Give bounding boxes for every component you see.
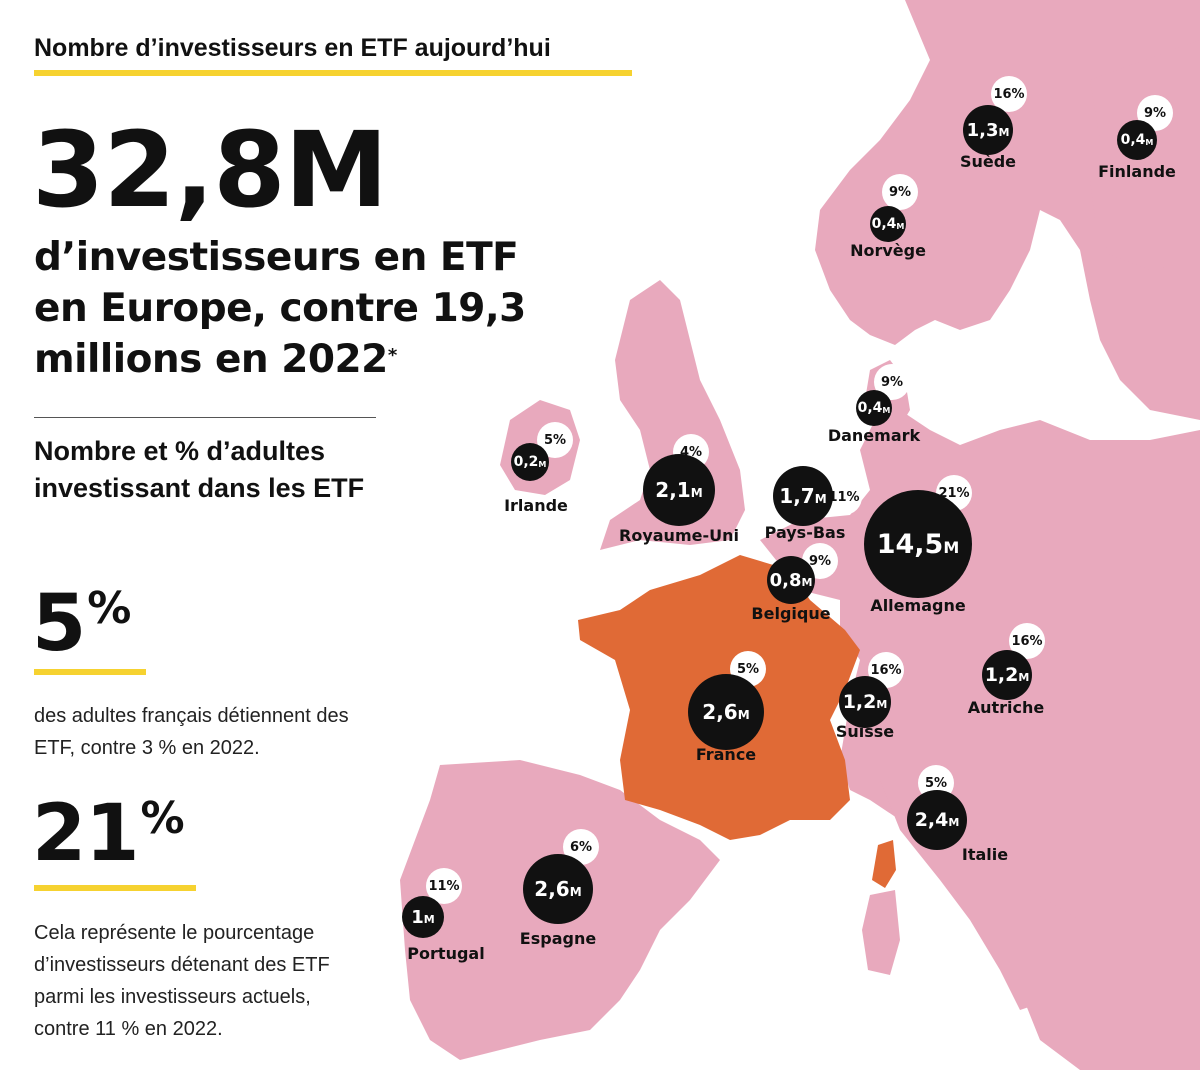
- investor-count: 2,1: [655, 478, 691, 502]
- map-sardinia: [862, 890, 900, 975]
- map-corsica: [872, 840, 896, 888]
- investor-bubble-norvege: 0,4 M: [870, 206, 906, 242]
- stat-france-number: 5: [32, 579, 86, 669]
- investor-count: 0,2: [513, 454, 539, 470]
- investor-unit: M: [690, 485, 703, 500]
- investor-unit: M: [943, 538, 960, 557]
- investor-bubble-italie: 2,4 M: [907, 790, 967, 850]
- investor-unit: M: [882, 405, 891, 415]
- header-title: Nombre d’investisseurs en ETF aujourd’hu…: [34, 34, 551, 62]
- investor-count: 0,8: [769, 569, 802, 591]
- share-badge-norvege: 9%: [882, 174, 918, 210]
- investor-unit: M: [423, 913, 435, 926]
- country-label-portugal: Portugal: [407, 944, 485, 963]
- country-label-allemagne: Allemagne: [870, 596, 966, 615]
- investor-count: 2,6: [702, 700, 738, 724]
- investor-unit: M: [737, 707, 750, 722]
- investor-bubble-pays-bas: 1,7 M: [773, 466, 833, 526]
- investor-unit: M: [1018, 671, 1030, 684]
- investor-unit: M: [569, 884, 582, 899]
- investor-count: 1,3: [966, 119, 999, 141]
- investor-bubble-suede: 1,3 M: [963, 105, 1013, 155]
- stat-europe-underline: [34, 885, 196, 891]
- investor-unit: M: [876, 698, 888, 711]
- investor-unit: M: [801, 576, 813, 589]
- stat-europe-number: 21: [32, 789, 140, 879]
- investor-bubble-france: 2,6 M: [688, 674, 764, 750]
- investor-bubble-belgique: 0,8 M: [767, 556, 815, 604]
- investor-count: 1,7: [779, 484, 815, 508]
- headline-subtitle-text: d’investisseurs en ETF en Europe, contre…: [34, 235, 526, 382]
- investor-bubble-allemagne: 14,5 M: [864, 490, 972, 598]
- country-label-irlande: Irlande: [504, 496, 568, 515]
- share-badge-irlande: 5%: [537, 422, 573, 458]
- investor-bubble-suisse: 1,2 M: [839, 676, 891, 728]
- investor-unit: M: [814, 491, 827, 506]
- stat-france-text: des adultes français détiennent des ETF,…: [34, 705, 349, 759]
- country-label-suisse: Suisse: [835, 722, 895, 741]
- header-underline: [34, 70, 632, 76]
- share-badge-suede: 16%: [991, 76, 1027, 112]
- headline-value: 32,8M: [32, 109, 388, 231]
- investor-bubble-royaume-uni: 2,1 M: [643, 454, 715, 526]
- investor-count: 2,6: [534, 877, 570, 901]
- investor-bubble-autriche: 1,2 M: [982, 650, 1032, 700]
- investor-count: 14,5: [876, 528, 944, 560]
- country-label-belgique: Belgique: [751, 604, 831, 623]
- map-continent: [760, 410, 1200, 1070]
- country-label-royaume-uni: Royaume-Uni: [619, 526, 739, 545]
- investor-bubble-irlande: 0,2 M: [511, 443, 549, 481]
- country-label-espagne: Espagne: [519, 929, 597, 948]
- country-label-danemark: Danemark: [827, 426, 921, 445]
- section-title: Nombre et % d’adultes investissant dans …: [34, 436, 365, 503]
- investor-unit: M: [896, 221, 905, 231]
- investor-count: 0,4: [857, 400, 883, 416]
- country-label-norvege: Norvège: [850, 241, 926, 260]
- investor-unit: M: [1145, 137, 1154, 147]
- stat-europe-value: 21%: [32, 793, 185, 873]
- investor-count: 1,2: [842, 691, 877, 713]
- investor-count: 0,4: [1120, 132, 1146, 148]
- country-label-autriche: Autriche: [967, 698, 1045, 717]
- country-label-france: France: [695, 745, 757, 764]
- investor-bubble-finlande: 0,4 M: [1117, 120, 1157, 160]
- stat-france-value: 5%: [32, 583, 131, 663]
- investor-unit: M: [998, 126, 1010, 139]
- divider: [34, 417, 376, 418]
- investor-bubble-danemark: 0,4 M: [856, 390, 892, 426]
- investor-bubble-espagne: 2,6 M: [523, 854, 593, 924]
- country-label-pays-bas: Pays-Bas: [764, 523, 846, 542]
- investor-count: 1: [411, 906, 424, 928]
- country-label-suede: Suède: [959, 152, 1017, 171]
- investor-count: 2,4: [914, 809, 949, 831]
- investor-unit: M: [948, 816, 960, 829]
- stat-europe-unit: %: [140, 793, 185, 844]
- footnote-mark: *: [387, 345, 397, 366]
- country-label-italie: Italie: [961, 845, 1009, 864]
- investor-unit: M: [538, 459, 547, 469]
- stat-france-unit: %: [87, 583, 131, 634]
- investor-count: 1,2: [984, 664, 1019, 686]
- stat-france-underline: [34, 669, 146, 675]
- stat-europe-text: Cela représente le pourcentage d’investi…: [34, 922, 330, 1040]
- headline-subtitle: d’investisseurs en ETF en Europe, contre…: [34, 232, 554, 385]
- country-label-finlande: Finlande: [1098, 162, 1176, 181]
- investor-count: 0,4: [871, 216, 897, 232]
